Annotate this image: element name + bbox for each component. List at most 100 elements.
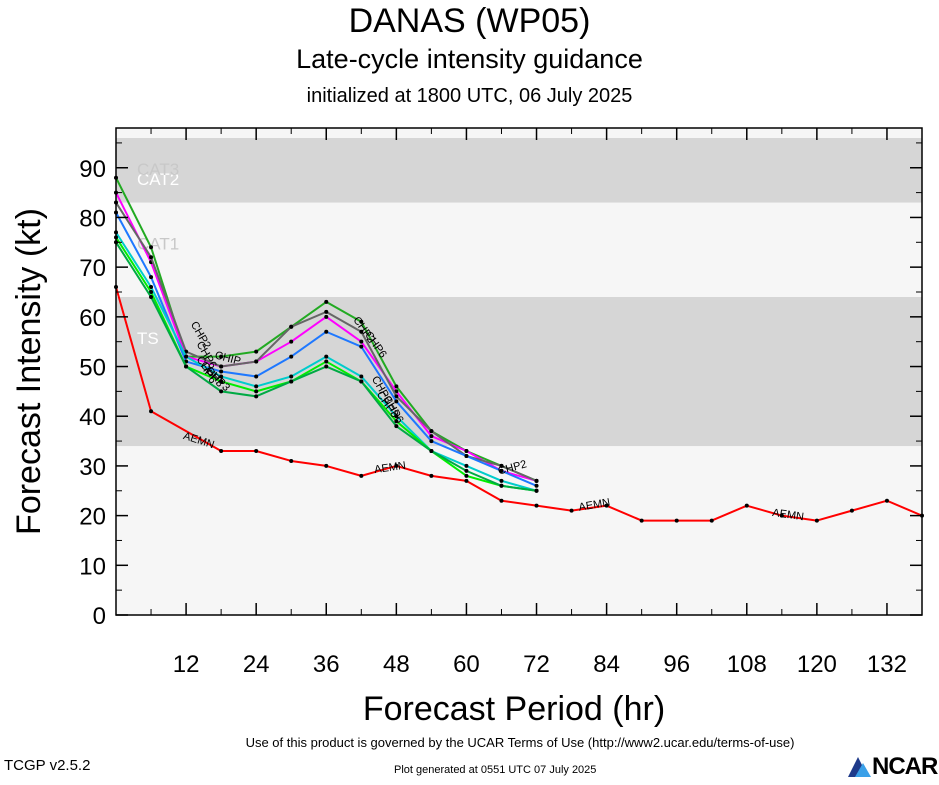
data-point: [394, 384, 399, 389]
data-point: [429, 439, 434, 444]
data-point: [674, 518, 679, 523]
data-point: [534, 483, 539, 488]
band-cat3: [116, 128, 922, 138]
x-tick-label: 120: [797, 651, 837, 678]
data-point: [429, 473, 434, 478]
y-tick-label: 90: [79, 156, 106, 183]
data-point: [464, 478, 469, 483]
data-point: [429, 449, 434, 454]
data-point: [394, 419, 399, 424]
data-point: [359, 319, 364, 324]
data-point: [219, 379, 224, 384]
data-point: [149, 409, 154, 414]
data-point: [534, 488, 539, 493]
data-point: [639, 518, 644, 523]
x-tick-label: 96: [663, 651, 690, 678]
data-point: [254, 394, 259, 399]
band-label-ts: TS: [137, 329, 159, 348]
init-time: initialized at 1800 UTC, 06 July 2025: [306, 85, 633, 107]
chart-title: DANAS (WP05): [348, 2, 591, 40]
data-point: [359, 329, 364, 334]
data-point: [289, 324, 294, 329]
y-axis-label: Forecast Intensity (kt): [10, 208, 48, 535]
data-point: [254, 384, 259, 389]
data-point: [219, 369, 224, 374]
data-point: [429, 429, 434, 434]
data-point: [499, 478, 504, 483]
data-point: [394, 463, 399, 468]
data-point: [394, 414, 399, 419]
version-label: TCGP v2.5.2: [4, 757, 91, 774]
data-point: [289, 354, 294, 359]
x-tick-label: 48: [383, 651, 410, 678]
data-point: [324, 314, 329, 319]
data-point: [394, 424, 399, 429]
data-point: [149, 245, 154, 250]
category-bands: [116, 128, 922, 615]
data-point: [149, 255, 154, 260]
data-point: [289, 339, 294, 344]
data-point: [219, 354, 224, 359]
data-point: [254, 374, 259, 379]
y-tick-label: 80: [79, 205, 106, 232]
data-point: [464, 473, 469, 478]
x-tick-label: 24: [243, 651, 270, 678]
data-point: [534, 503, 539, 508]
data-point: [464, 463, 469, 468]
data-point: [464, 468, 469, 473]
data-point: [149, 294, 154, 299]
x-tick-label: 60: [453, 651, 480, 678]
data-point: [569, 508, 574, 513]
data-point: [499, 468, 504, 473]
data-point: [324, 329, 329, 334]
data-point: [289, 374, 294, 379]
ncar-logo: NCAR: [846, 753, 939, 780]
data-point: [359, 344, 364, 349]
data-point: [779, 513, 784, 518]
x-tick-label: 84: [593, 651, 620, 678]
data-point: [219, 449, 224, 454]
data-point: [744, 503, 749, 508]
x-tick-label: 36: [313, 651, 340, 678]
y-tick-label: 0: [93, 603, 106, 630]
series-label: AEMN: [772, 507, 805, 523]
data-point: [324, 299, 329, 304]
axes: 0 10 20 30 40 50 60 70 80 90 12 24 36 48 60 72 84 96 108 12…: [79, 127, 923, 678]
data-point: [884, 498, 889, 503]
band-cat2: [116, 137, 922, 203]
data-point: [149, 275, 154, 280]
data-point: [499, 463, 504, 468]
x-tick-label: 108: [727, 651, 767, 678]
axis-titles: Forecast Period (hr) Forecast Intensity (…: [10, 208, 665, 728]
y-tick-label: 40: [79, 404, 106, 431]
plot-frame: [115, 127, 923, 616]
data-point: [289, 379, 294, 384]
data-point: [429, 434, 434, 439]
ncar-logo-text: NCAR: [872, 753, 938, 780]
data-point: [254, 349, 259, 354]
series-label: AEMN: [374, 460, 407, 476]
data-point: [219, 364, 224, 369]
data-point: [184, 364, 189, 369]
x-tick-label: 72: [523, 651, 550, 678]
series-label: AEMN: [578, 497, 611, 514]
y-tick-label: 10: [79, 553, 106, 580]
ncar-logo-icon: [848, 757, 871, 777]
chart-subtitle: Late-cycle intensity guidance: [296, 44, 643, 74]
band-label-cat3: CAT3: [137, 160, 179, 179]
data-point: [709, 518, 714, 523]
y-tick-label: 70: [79, 255, 106, 282]
data-point: [324, 359, 329, 364]
data-point: [359, 473, 364, 478]
y-tick-label: 30: [79, 454, 106, 481]
data-point: [219, 374, 224, 379]
data-point: [394, 389, 399, 394]
data-point: [324, 364, 329, 369]
data-point: [254, 359, 259, 364]
band-ts: [116, 296, 922, 447]
data-point: [254, 389, 259, 394]
data-point: [324, 309, 329, 314]
data-point: [254, 449, 259, 454]
band-cat1: [116, 202, 922, 297]
